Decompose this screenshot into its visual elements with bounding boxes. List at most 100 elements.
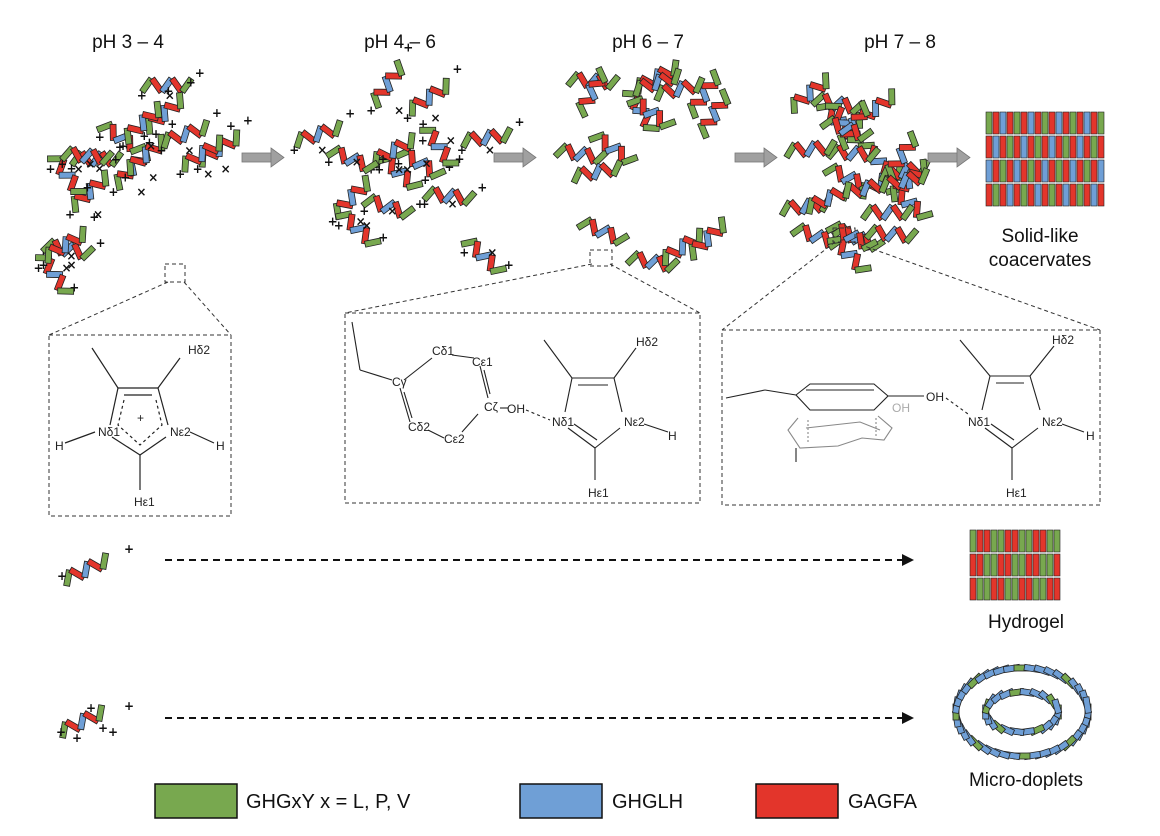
peptide-segment: [895, 146, 908, 165]
peptide-segment: [179, 76, 195, 95]
peptide-segment: [1004, 553, 1012, 577]
atom-ne2-2: Nε2: [624, 415, 645, 429]
peptide-segment: [1090, 159, 1098, 183]
peptide-segment: [992, 135, 1000, 159]
peptide-segment: [1039, 553, 1047, 577]
peptide-segment: [100, 169, 110, 187]
peptide-segment: [903, 227, 920, 245]
peptide-segment: [969, 553, 977, 577]
peptide-cluster-ph3-4: ++×++×++×++×++×++×++×++×++×++×++×++×++×+…: [34, 66, 253, 295]
peptide-segment: [1048, 183, 1056, 207]
peptide-segment: [1090, 135, 1098, 159]
peptide-segment: [390, 167, 409, 178]
peptide-segment: [408, 99, 417, 117]
peptide-segment: [588, 79, 606, 88]
stacking-structure-box: [721, 329, 1101, 506]
peptide-segment: [489, 264, 508, 276]
peptide-segment: [999, 111, 1007, 135]
peptide-segment: [790, 96, 798, 114]
peptide-segment: [184, 152, 203, 166]
coacervate-label-line2: coacervates: [989, 250, 1091, 271]
peptide-segment: [1032, 577, 1040, 601]
peptide-segment: [427, 129, 440, 148]
protonated-histidine-box: [48, 334, 232, 517]
peptide-segment: [711, 101, 729, 110]
peptide-segment: [335, 199, 354, 210]
peptide-segment: [1027, 159, 1035, 183]
atom-ce1: Cε1: [472, 355, 493, 369]
charge-mark: +: [118, 139, 128, 153]
peptide-segment: [73, 192, 92, 204]
atom-ne2: Nε2: [170, 425, 191, 439]
peptide-segment: [969, 529, 977, 553]
coacervate-block: [985, 111, 1105, 207]
peptide-segment: [997, 577, 1005, 601]
peptide-segment: [906, 130, 920, 149]
peptide-segment: [899, 203, 916, 222]
peptide-segment: [990, 577, 998, 601]
peptide-segment: [976, 529, 984, 553]
peptide-cluster-ph6-7: [552, 59, 732, 274]
peptide-segment: [1055, 135, 1063, 159]
peptide-segment: [1004, 577, 1012, 601]
peptide-segment: [999, 135, 1007, 159]
charge-mark: +: [243, 114, 253, 128]
peptide-segment: [663, 257, 681, 274]
peptide-segment: [823, 138, 838, 157]
peptide-segment: [53, 273, 67, 292]
charge-mark: +: [477, 181, 487, 195]
charge-mark: +: [108, 725, 118, 739]
peptide-segment: [1020, 159, 1028, 183]
atom-h-right: H: [216, 439, 225, 453]
peptide-segment: [642, 124, 660, 132]
peptide-segment: [992, 111, 1000, 135]
peptide-segment: [1082, 696, 1092, 714]
charge-mark: ×: [93, 207, 103, 221]
charge-mark: +: [57, 569, 67, 583]
peptide-segment: [1032, 529, 1040, 553]
charge-mark: +: [515, 115, 525, 129]
peptide-segment: [601, 134, 609, 152]
charge-mark: +: [56, 725, 66, 739]
peptide-segment: [587, 131, 606, 144]
peptide-segment: [428, 85, 447, 98]
charge-mark: +: [457, 143, 467, 157]
charge-mark: +: [345, 106, 355, 120]
peptide-segment: [661, 249, 670, 267]
charge-mark: +: [139, 129, 149, 143]
charge-mark: +: [186, 75, 196, 89]
peptide-segment: [688, 243, 698, 261]
charge-mark: ×: [136, 185, 146, 199]
charge-mark: +: [193, 162, 203, 176]
charge-mark: +: [420, 173, 430, 187]
peptide-segment: [1025, 529, 1033, 553]
peptide-segment: [198, 145, 207, 163]
peptide-segment: [95, 704, 106, 722]
peptide-segment: [88, 179, 107, 191]
peptide-segment: [692, 76, 706, 95]
peptide-segment: [405, 180, 424, 191]
charge-mark: +: [403, 111, 413, 125]
charge-mark: +: [455, 152, 465, 166]
peptide-segment: [1083, 135, 1091, 159]
charge-mark: ×: [485, 143, 495, 157]
charge-mark: ×: [221, 162, 231, 176]
peptide-segment: [1090, 111, 1098, 135]
peptide-segment: [824, 102, 842, 110]
peptide-segment: [858, 99, 871, 118]
peptide-segment: [665, 245, 684, 259]
peptide-segment: [851, 252, 862, 271]
peptide-segment: [997, 553, 1005, 577]
peptide-segment: [126, 124, 145, 135]
peptide-segment: [153, 100, 163, 119]
peptide-segment: [232, 129, 241, 147]
peptide-segment: [992, 183, 1000, 207]
charge-mark: +: [144, 136, 154, 150]
peptide-segment: [1055, 111, 1063, 135]
peptide-segment: [419, 126, 437, 134]
atom-hd2-2: Hδ2: [636, 335, 658, 349]
peptide-segment: [823, 189, 835, 208]
peptide-segment: [1020, 183, 1028, 207]
peptide-segment: [976, 553, 984, 577]
